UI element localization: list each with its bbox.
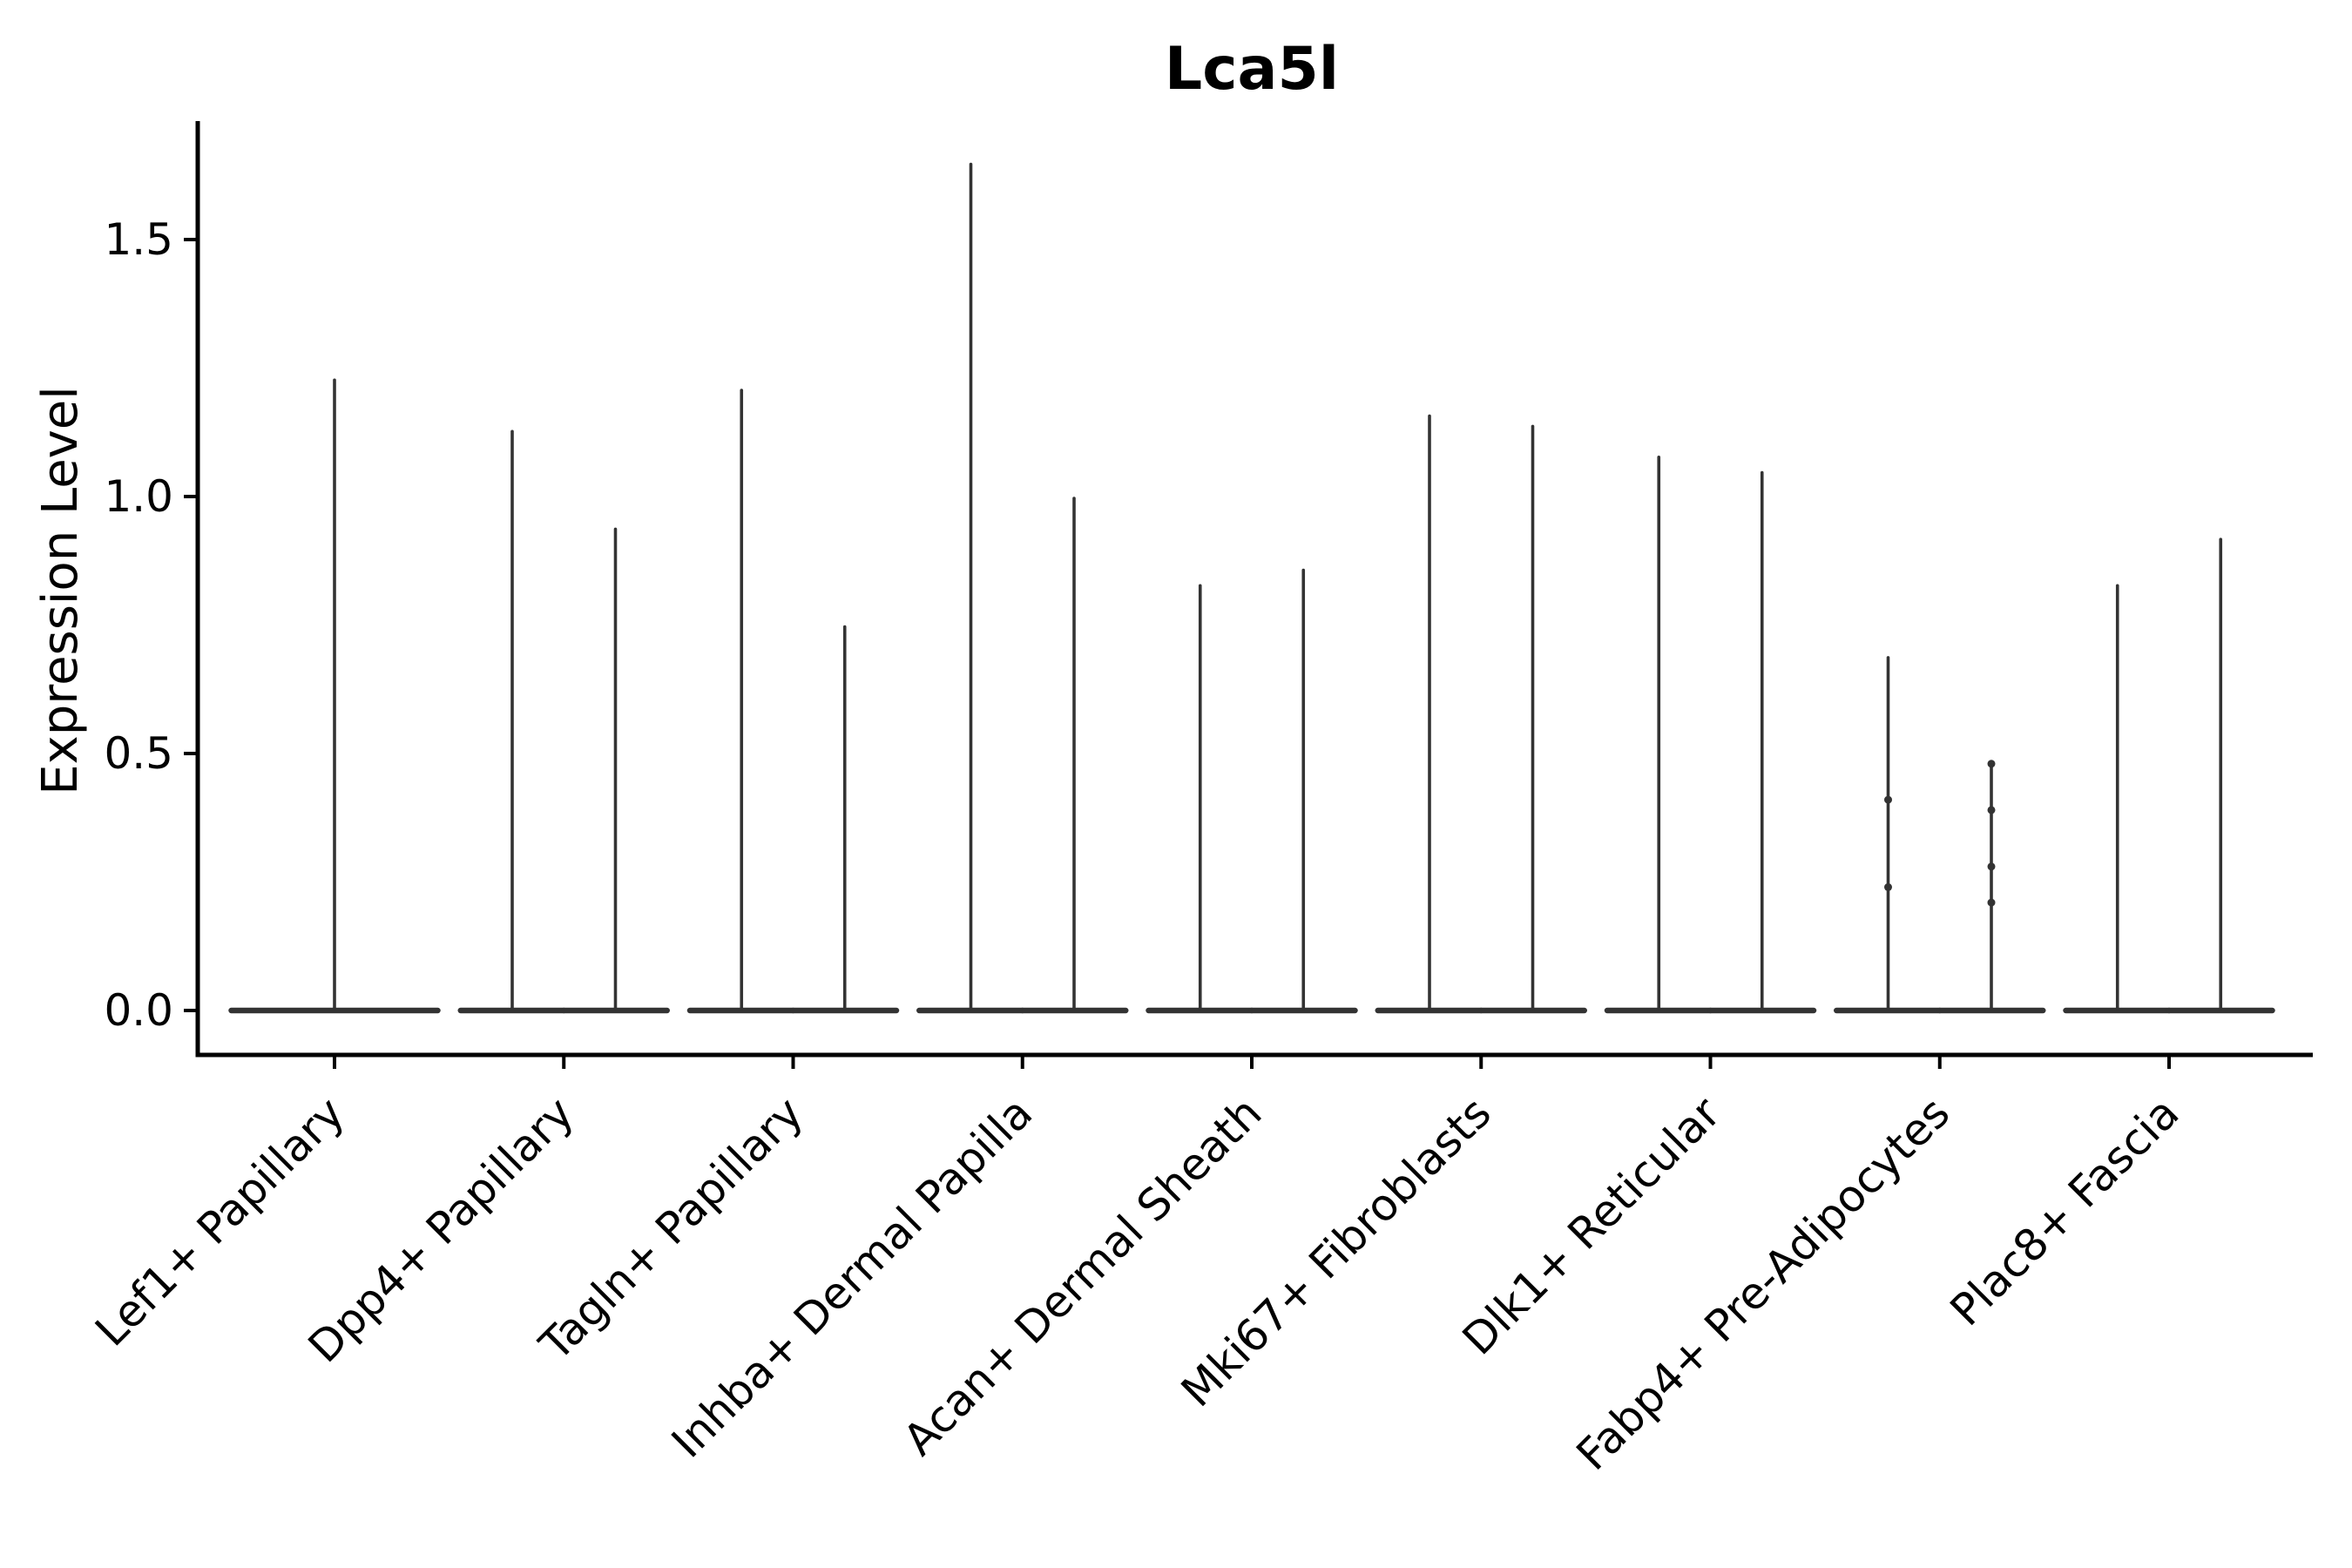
y-tick-label: 0.5 <box>104 728 173 779</box>
y-axis-label: Expression Level <box>32 386 89 795</box>
cell-point <box>1884 795 1892 804</box>
x-tick-label: Lef1+ Papillary <box>85 1087 354 1355</box>
x-tick-label: Plac8+ Fascia <box>1941 1087 2189 1335</box>
y-tick-label: 1.5 <box>104 214 173 265</box>
violins-layer <box>228 162 2275 1014</box>
x-tick-label: Fabp4+ Pre-Adipocytes <box>1567 1087 1960 1480</box>
cell-point <box>1987 898 1996 907</box>
cell-point <box>1884 882 1892 891</box>
y-tick-label: 1.0 <box>104 471 173 522</box>
y-tick-label: 0.0 <box>104 985 173 1036</box>
chart-title: Lca5l <box>1165 35 1339 104</box>
cell-point <box>1987 806 1996 814</box>
cell-point <box>1987 760 1996 768</box>
cell-point <box>1987 862 1996 871</box>
